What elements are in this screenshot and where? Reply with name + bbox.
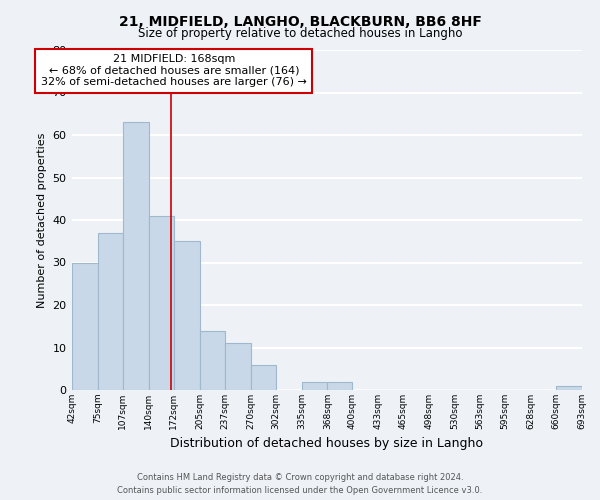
- Bar: [72, 262, 98, 390]
- X-axis label: Distribution of detached houses by size in Langho: Distribution of detached houses by size …: [170, 438, 484, 450]
- Bar: [149, 216, 174, 390]
- Text: 21 MIDFIELD: 168sqm
← 68% of detached houses are smaller (164)
32% of semi-detac: 21 MIDFIELD: 168sqm ← 68% of detached ho…: [41, 54, 307, 88]
- Y-axis label: Number of detached properties: Number of detached properties: [37, 132, 47, 308]
- Bar: [225, 343, 251, 390]
- Text: Contains HM Land Registry data © Crown copyright and database right 2024.
Contai: Contains HM Land Registry data © Crown c…: [118, 474, 482, 495]
- Bar: [556, 386, 582, 390]
- Bar: [251, 364, 275, 390]
- Text: 21, MIDFIELD, LANGHO, BLACKBURN, BB6 8HF: 21, MIDFIELD, LANGHO, BLACKBURN, BB6 8HF: [119, 15, 481, 29]
- Bar: [328, 382, 352, 390]
- Bar: [174, 242, 200, 390]
- Bar: [302, 382, 328, 390]
- Bar: [200, 330, 225, 390]
- Bar: [98, 233, 123, 390]
- Bar: [123, 122, 149, 390]
- Text: Size of property relative to detached houses in Langho: Size of property relative to detached ho…: [138, 28, 462, 40]
